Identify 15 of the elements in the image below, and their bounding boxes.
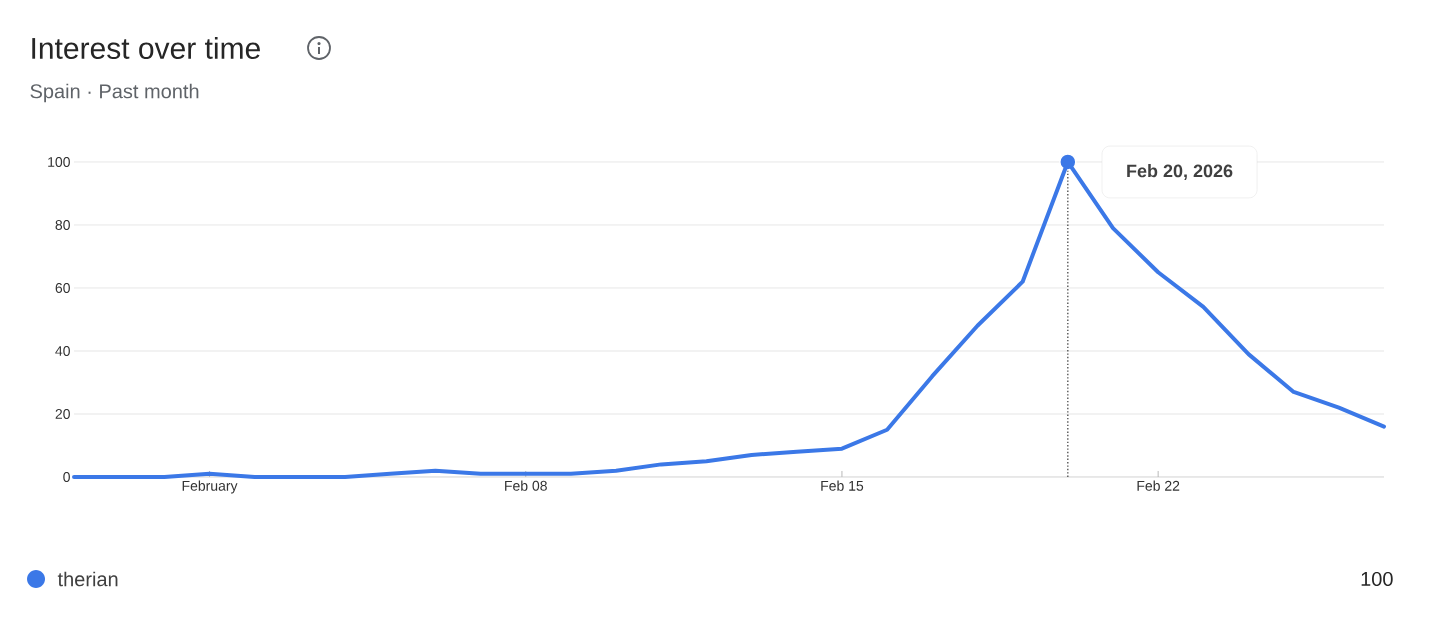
y-tick-label: 0 [63, 472, 70, 482]
y-tick-label: 60 [55, 283, 70, 293]
chart-title: Interest over time [32, 36, 260, 60]
y-tick-label: 40 [55, 346, 70, 356]
x-tick-label: Feb 08 [505, 480, 547, 491]
y-tick-label: 20 [55, 409, 70, 419]
y-tick-label: 80 [55, 220, 70, 230]
y-tick-label: 100 [48, 157, 70, 167]
x-tick-label: Feb 22 [1137, 480, 1180, 491]
legend-label: therian [57, 571, 118, 587]
annotation: Feb 20, 2026 [1127, 164, 1233, 180]
x-tick-label: February [182, 480, 238, 494]
x-tick-label: Feb 15 [821, 480, 864, 491]
chart-subtitle: Spain · Past month [30, 83, 199, 103]
text: 100 [1361, 571, 1393, 587]
